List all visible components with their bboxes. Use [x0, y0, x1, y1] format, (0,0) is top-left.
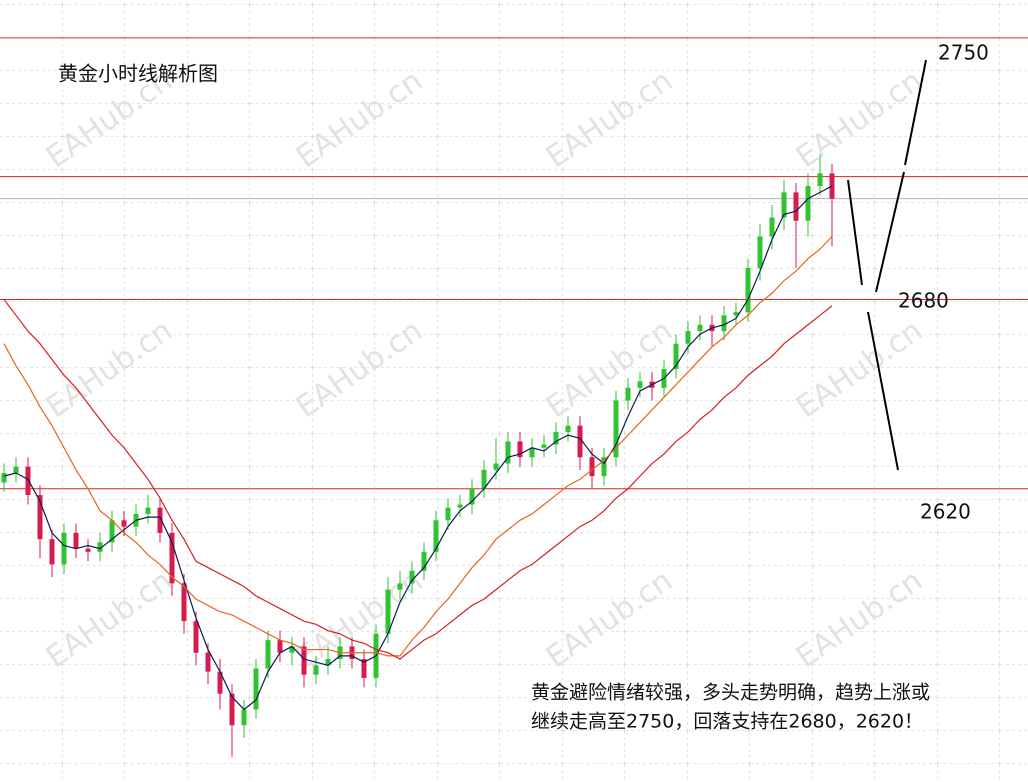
candle-body	[793, 192, 799, 221]
candle-body	[673, 343, 679, 369]
candle-body	[397, 583, 403, 590]
candle-body	[493, 463, 499, 470]
candle-body	[121, 520, 127, 527]
candle-body	[697, 324, 703, 332]
candle-body	[409, 570, 415, 584]
candle-body	[577, 425, 583, 458]
arrow	[867, 311, 899, 471]
candle-body	[193, 621, 199, 653]
candle-body	[469, 488, 475, 505]
candle-body	[637, 381, 643, 388]
price-label: 2680	[898, 289, 949, 313]
candle-body	[781, 192, 787, 218]
candle-body	[73, 532, 79, 549]
candle-body	[565, 425, 571, 432]
note-line: 黄金避险情绪较强，多头走势明确，趋势上涨或	[531, 682, 930, 704]
chart-title: 黄金小时线解析图	[58, 62, 218, 86]
candle-body	[229, 693, 235, 726]
candle-body	[169, 532, 175, 584]
candle-body	[601, 457, 607, 477]
projection-arrows	[847, 59, 927, 471]
candle-body	[685, 331, 691, 344]
arrow	[875, 171, 905, 293]
candle-body	[325, 659, 331, 666]
candle-body	[817, 173, 823, 187]
candle-body	[745, 268, 751, 313]
candle-body	[757, 236, 763, 269]
candle-body	[217, 671, 223, 694]
candle-body	[541, 444, 547, 448]
candle-body	[253, 668, 259, 710]
candle-body	[181, 583, 187, 622]
candle-body	[733, 312, 739, 316]
arrow	[847, 179, 863, 286]
candle-body	[13, 466, 19, 473]
candle-body	[529, 447, 535, 458]
candle-body	[421, 551, 427, 571]
candle-body	[205, 652, 211, 672]
candle-body	[553, 431, 559, 445]
candle-body	[457, 504, 463, 508]
arrow	[904, 59, 927, 166]
candle-body	[265, 640, 271, 669]
candle-body	[613, 400, 619, 458]
candle-body	[313, 665, 319, 675]
candle-body	[505, 441, 511, 464]
note-line: 继续走高至2750，回落支持在2680，2620！	[531, 711, 923, 733]
price-label: 2750	[938, 41, 989, 65]
candle-body	[37, 495, 43, 540]
candle-body	[49, 539, 55, 565]
candle-body	[145, 507, 151, 514]
price-label: 2620	[920, 500, 971, 524]
moving-average	[3, 185, 833, 711]
candle-body	[157, 507, 163, 533]
candle-body	[97, 542, 103, 552]
plot	[0, 37, 1028, 757]
candle-body	[361, 659, 367, 678]
moving-average	[3, 299, 833, 660]
candle-body	[241, 709, 247, 726]
candle-body	[1, 472, 7, 483]
candle-body	[301, 646, 307, 675]
candle-body	[385, 589, 391, 634]
candle-body	[433, 520, 439, 552]
candle-body	[445, 507, 451, 521]
candle-body	[589, 457, 595, 477]
candle-body	[829, 173, 835, 199]
candle-body	[277, 640, 283, 653]
candle-body	[769, 217, 775, 237]
candle-body	[805, 186, 811, 221]
candle-body	[85, 548, 91, 552]
candle-body	[109, 520, 115, 543]
candle-body	[289, 646, 295, 653]
candle-body	[517, 441, 523, 458]
candle-body	[481, 469, 487, 489]
moving-average	[3, 236, 833, 657]
candle-body	[61, 532, 67, 565]
candle-body	[25, 466, 31, 496]
candle-body	[625, 387, 631, 401]
candle-body	[721, 315, 727, 332]
